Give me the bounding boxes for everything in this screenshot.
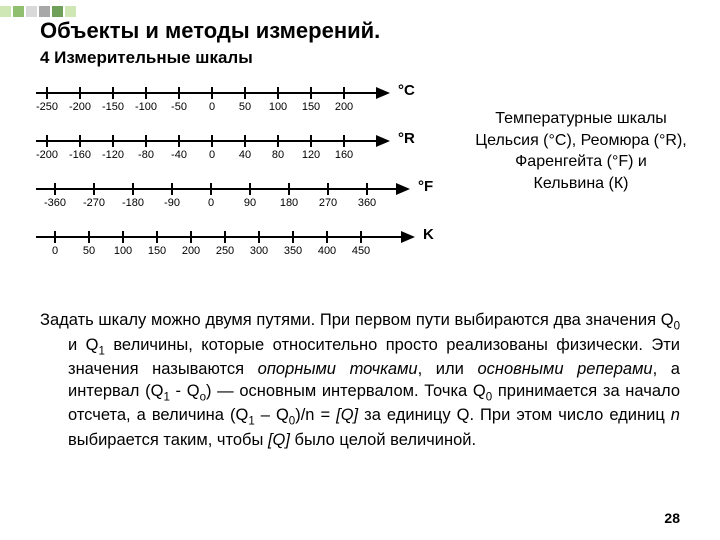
tick-label: 150 (148, 245, 166, 257)
unit-label: K (423, 226, 434, 243)
decorative-squares (0, 6, 76, 17)
tick-label: 400 (318, 245, 336, 257)
scale-row: -200 -160 -120 -80 -40 0 40 80 120 160 °R (36, 126, 441, 174)
tick-label: 450 (352, 245, 370, 257)
tick-label: 200 (182, 245, 200, 257)
tick-label: 360 (358, 197, 376, 209)
scale-row: -250 -200 -150 -100 -50 0 50 100 150 200 °C (36, 78, 441, 126)
tick-label: 0 (52, 245, 58, 257)
caption-line: Температурные шкалы (495, 110, 667, 127)
tick-label: -160 (69, 149, 91, 161)
tick-label: -200 (69, 101, 91, 113)
tick-label: 180 (280, 197, 298, 209)
tick-label: 0 (209, 101, 215, 113)
tick-label: 120 (302, 149, 320, 161)
tick-label: -50 (171, 101, 187, 113)
tick-label: 270 (319, 197, 337, 209)
tick-label: 100 (269, 101, 287, 113)
tick-label: 50 (239, 101, 251, 113)
caption-line: Кельвина (К) (534, 175, 629, 192)
tick-label: 300 (250, 245, 268, 257)
tick-label: -200 (36, 149, 58, 161)
unit-label: °C (398, 82, 415, 99)
tick-label: 0 (209, 149, 215, 161)
tick-label: -180 (122, 197, 144, 209)
unit-label: °R (398, 130, 415, 147)
body-paragraph: Задать шкалу можно двумя путями. При пер… (40, 310, 680, 452)
tick-label: -120 (102, 149, 124, 161)
caption-line: Фаренгейта (°F) и (515, 153, 647, 170)
tick-label: -80 (138, 149, 154, 161)
tick-label: 250 (216, 245, 234, 257)
tick-label: 40 (239, 149, 251, 161)
tick-label: 80 (272, 149, 284, 161)
tick-label: 0 (208, 197, 214, 209)
scale-row: -360 -270 -180 -90 0 90 180 270 360 °F (36, 174, 441, 222)
tick-label: -150 (102, 101, 124, 113)
tick-label: 90 (244, 197, 256, 209)
tick-label: 350 (284, 245, 302, 257)
tick-label: -270 (83, 197, 105, 209)
page-number: 28 (664, 510, 680, 526)
tick-label: -360 (44, 197, 66, 209)
caption-line: Цельсия (°С), Реомюра (°R), (475, 132, 686, 149)
tick-label: 150 (302, 101, 320, 113)
tick-label: -40 (171, 149, 187, 161)
tick-label: -100 (135, 101, 157, 113)
unit-label: °F (418, 178, 433, 195)
tick-label: 50 (83, 245, 95, 257)
slide-title: Объекты и методы измерений. (40, 18, 380, 44)
tick-label: 200 (335, 101, 353, 113)
tick-label: 100 (114, 245, 132, 257)
tick-label: 160 (335, 149, 353, 161)
tick-label: -90 (164, 197, 180, 209)
scale-row: 0 50 100 150 200 250 300 350 400 450 K (36, 222, 441, 270)
temperature-scales-diagram: -250 -200 -150 -100 -50 0 50 100 150 200 °C -200 -16… (36, 78, 441, 270)
scales-caption: Температурные шкалы Цельсия (°С), Реомюр… (452, 108, 710, 194)
slide-subtitle: 4 Измерительные шкалы (40, 48, 253, 68)
tick-label: -250 (36, 101, 58, 113)
